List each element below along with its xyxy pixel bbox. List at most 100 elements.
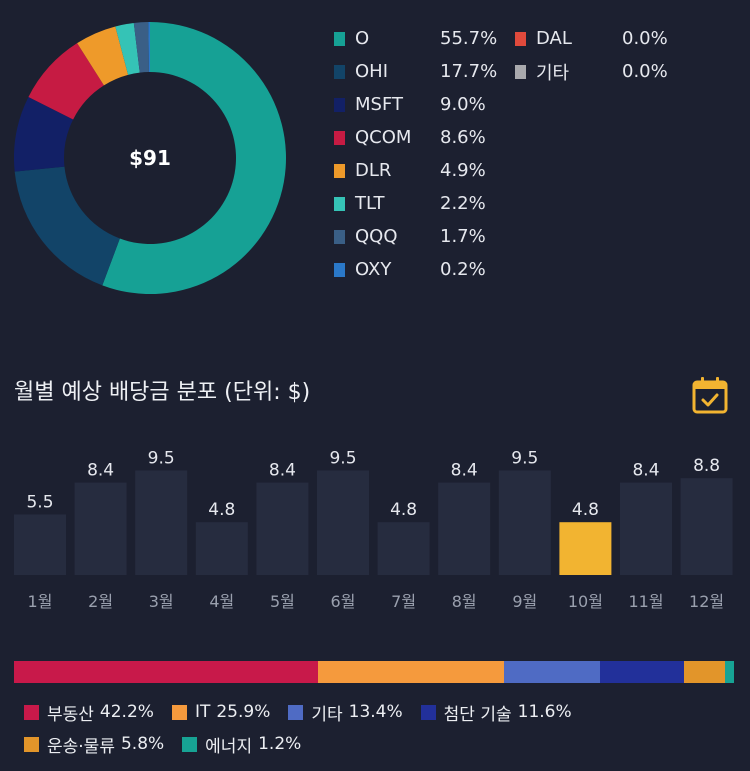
sector-item-3[interactable]: 기타 13.4% [288,700,403,725]
bar-month-12[interactable] [680,478,733,575]
month-tick-label: 2월 [88,592,113,611]
sector-item-6[interactable]: 에너지 1.2% [182,732,301,757]
legend-item-2[interactable]: OHI 17.7% [334,55,497,88]
bar-value-label: 8.4 [269,461,296,481]
sector-item-5[interactable]: 운송·물류 5.8% [24,732,164,757]
legend-ticker: MSFT [355,94,403,115]
legend-ticker: QQQ [355,226,398,247]
sector-swatch [182,736,198,752]
bar-month-9[interactable] [498,470,551,576]
month-tick-label: 10월 [568,592,603,611]
legend-swatch [334,229,345,244]
legend-item-4[interactable]: QCOM 8.6% [334,121,497,154]
holdings-legend-primary: O 55.7% OHI 17.7% MSFT 9.0% QCOM 8.6% DLR 4.9% TLT… [334,22,497,286]
sector-swatch [420,704,436,720]
legend-item-3[interactable]: MSFT 9.0% [334,88,497,121]
stack-segment-3[interactable] [503,661,601,683]
month-tick-label: 1월 [28,592,53,611]
bar-value-label: 9.5 [511,449,538,469]
legend-ticker: TLT [355,193,385,214]
donut-slice-ohi[interactable] [14,166,120,286]
legend-ticker: DAL [536,28,572,49]
stack-segment-2[interactable] [317,661,504,683]
legend-item-8[interactable]: OXY 0.2% [334,253,497,286]
legend-ticker: OXY [355,259,392,280]
legend-percent: 0.0% [622,61,668,82]
bar-month-6[interactable] [317,470,369,576]
donut-slice-o[interactable] [102,22,286,294]
legend-swatch [334,97,345,112]
sector-name: 기타 [311,704,343,725]
bar-month-5[interactable] [256,482,309,575]
month-tick-label: 11월 [628,592,663,611]
donut-slice-msft[interactable] [14,97,74,172]
bar-month-4[interactable] [195,522,248,575]
bar-month-10[interactable] [559,522,612,575]
bar-month-7[interactable] [377,522,430,575]
legend-item-10[interactable]: 기타 0.0% [515,55,668,88]
bar-value-label: 5.5 [26,493,53,513]
bar-month-8[interactable] [438,482,491,575]
month-tick-label: 9월 [512,592,537,611]
legend-percent: 2.2% [440,193,486,214]
legend-swatch [334,31,345,46]
sector-item-4[interactable]: 첨단 기술 11.6% [420,700,572,725]
legend-ticker: DLR [355,160,392,181]
legend-swatch [515,64,526,79]
stack-segment-6[interactable] [725,661,734,683]
stack-segment-4[interactable] [600,661,684,683]
sector-name: 운송·물류 [47,736,115,757]
legend-swatch [334,64,345,79]
donut-slice-dlr[interactable] [77,26,129,86]
legend-percent: 0.0% [622,28,668,49]
bar-value-label: 9.5 [148,449,175,469]
legend-item-5[interactable]: DLR 4.9% [334,154,497,187]
legend-swatch [334,196,345,211]
legend-percent: 55.7% [440,28,498,49]
stack-segment-1[interactable] [14,661,318,683]
sector-name: 부동산 [47,704,94,725]
sector-item-2[interactable]: IT 25.9% [171,702,270,722]
bar-month-2[interactable] [74,482,127,575]
legend-percent: 1.7% [440,226,486,247]
legend-swatch [334,130,345,145]
donut-slice-oxy[interactable] [148,22,150,73]
legend-percent: 8.6% [440,127,486,148]
bar-value-label: 4.8 [572,500,599,520]
bar-month-1[interactable] [14,514,66,576]
legend-item-1[interactable]: O 55.7% [334,22,497,55]
bar-value-label: 8.8 [693,456,720,476]
donut-slice-qcom[interactable] [28,43,104,120]
bar-value-label: 8.4 [632,461,659,481]
bar-value-label: 8.4 [451,461,478,481]
sector-swatch [24,736,39,752]
bar-month-3[interactable] [135,470,188,576]
sector-percent: 5.8% [120,734,165,754]
sector-item-1[interactable]: 부동산 42.2% [24,700,154,725]
bar-value-label: 4.8 [390,500,417,520]
calendar-check-icon[interactable] [691,375,729,415]
sector-swatch [171,704,187,720]
bar-month-11[interactable] [620,482,672,575]
legend-item-9[interactable]: DAL 0.0% [515,22,668,55]
legend-swatch [334,262,345,277]
month-tick-label: 12월 [689,592,724,611]
sector-percent: 11.6% [517,702,572,722]
donut-svg [14,22,286,294]
sector-name: 에너지 [205,736,253,757]
sector-legend: 부동산 42.2% IT 25.9% 기타 13.4% 첨단 기술 11.6% 운송·물류 5.8… [24,696,724,760]
month-tick-label: 5월 [270,592,295,611]
legend-swatch [334,163,345,178]
legend-item-6[interactable]: TLT 2.2% [334,187,497,220]
legend-ticker: 기타 [536,62,570,84]
monthly-dividend-bar-chart: 5.5 1월 8.4 2월 9.5 3월 4.8 4월 8.4 5월 9.5 6월 4.8 7월 8.4 8월… [14,449,733,611]
legend-ticker: O [355,28,370,49]
sector-swatch [24,704,39,720]
donut-slice-tlt[interactable] [115,22,140,75]
holdings-donut-chart: $91 [14,22,286,294]
stack-segment-5[interactable] [683,661,726,683]
sector-percent: 42.2% [99,702,154,722]
donut-slice-qqq[interactable] [133,22,149,73]
legend-item-7[interactable]: QQQ 1.7% [334,220,497,253]
sector-percent: 13.4% [348,702,403,722]
